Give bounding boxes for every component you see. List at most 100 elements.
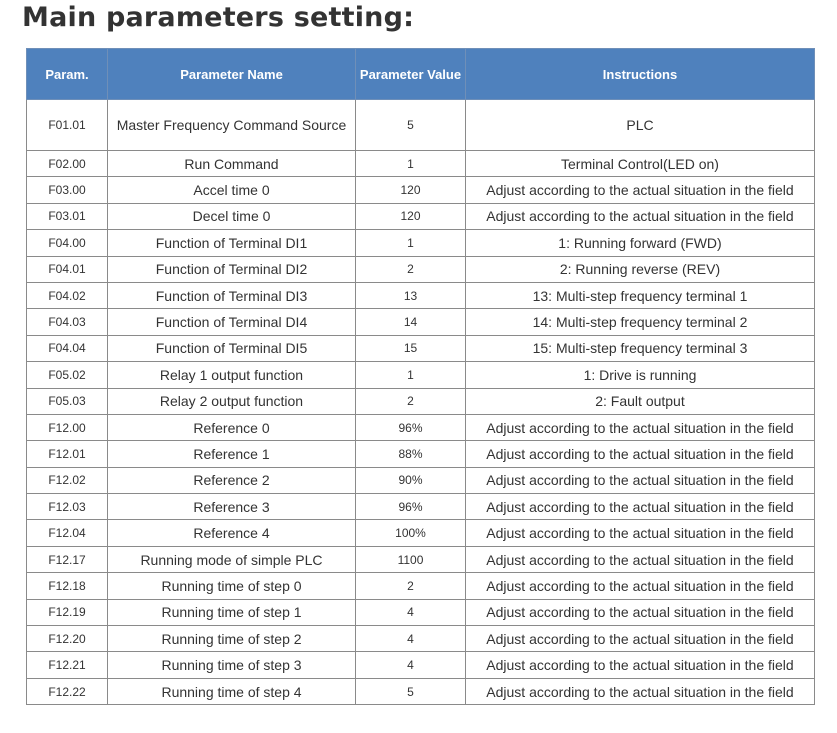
instruction-cell: 13: Multi-step frequency terminal 1 (465, 281, 815, 310)
param-code-cell: F03.00 (26, 176, 108, 204)
instruction-cell: Adjust according to the actual situation… (465, 677, 815, 706)
table-row: F12.17 Running mode of simple PLC 1100 Adju… (26, 545, 815, 574)
parameter-value-cell: 4 (355, 651, 466, 679)
parameter-value-cell: 120 (355, 176, 466, 204)
parameter-value-cell: 4 (355, 625, 466, 653)
param-code-cell: F02.00 (26, 149, 108, 178)
parameter-name-cell: Running time of step 1 (107, 598, 356, 627)
parameter-value-cell: 120 (355, 202, 466, 231)
parameter-name-cell: Running time of step 0 (107, 572, 356, 600)
instruction-cell: 1: Drive is running (465, 361, 815, 389)
param-code-cell: F12.03 (26, 493, 108, 521)
parameter-value-cell: 5 (355, 99, 466, 151)
param-code-cell: F12.21 (26, 651, 108, 679)
parameter-name-cell: Decel time 0 (107, 202, 356, 231)
parameter-value-cell: 90% (355, 466, 466, 495)
instruction-cell: Adjust according to the actual situation… (465, 493, 815, 521)
parameter-name-cell: Reference 2 (107, 466, 356, 495)
instruction-cell: Adjust according to the actual situation… (465, 440, 815, 468)
param-code-cell: F12.19 (26, 598, 108, 627)
instruction-cell: 2: Fault output (465, 387, 815, 415)
instruction-cell: PLC (465, 99, 815, 151)
parameter-name-cell: Reference 1 (107, 440, 356, 468)
table-row: F12.22 Running time of step 4 5 Adjust acco… (26, 677, 815, 706)
parameter-name-cell: Running mode of simple PLC (107, 545, 356, 574)
instruction-cell: 1: Running forward (FWD) (465, 229, 815, 257)
param-code-cell: F12.18 (26, 572, 108, 600)
instruction-cell: Adjust according to the actual situation… (465, 651, 815, 679)
param-code-cell: F05.03 (26, 387, 108, 415)
parameter-name-cell: Running time of step 2 (107, 625, 356, 653)
param-code-cell: F12.17 (26, 545, 108, 574)
param-code-cell: F12.22 (26, 677, 108, 706)
parameter-name-cell: Function of Terminal DI1 (107, 229, 356, 257)
parameter-value-cell: 96% (355, 493, 466, 521)
param-code-cell: F04.04 (26, 334, 108, 363)
param-code-cell: F12.20 (26, 625, 108, 653)
instruction-cell: Adjust according to the actual situation… (465, 625, 815, 653)
param-code-cell: F12.02 (26, 466, 108, 495)
instruction-cell: 2: Running reverse (REV) (465, 255, 815, 283)
parameter-name-cell: Reference 0 (107, 413, 356, 442)
parameter-value-cell: 100% (355, 519, 466, 547)
parameter-name-cell: Reference 3 (107, 493, 356, 521)
parameter-name-cell: Master Frequency Command Source (107, 99, 356, 151)
instruction-cell: Adjust according to the actual situation… (465, 598, 815, 627)
instruction-cell: Adjust according to the actual situation… (465, 413, 815, 442)
parameter-name-cell: Function of Terminal DI4 (107, 308, 356, 336)
table-row: F12.19 Running time of step 1 4 Adjust acco… (26, 598, 815, 627)
parameter-value-cell: 2 (355, 572, 466, 600)
param-code-cell: F12.00 (26, 413, 108, 442)
param-code-cell: F04.01 (26, 255, 108, 283)
parameter-value-cell: 1100 (355, 545, 466, 574)
parameter-value-cell: 15 (355, 334, 466, 363)
parameter-name-cell: Accel time 0 (107, 176, 356, 204)
parameter-value-cell: 13 (355, 281, 466, 310)
parameter-value-cell: 4 (355, 598, 466, 627)
param-code-cell: F12.04 (26, 519, 108, 547)
table-row: F12.18 Running time of step 0 2 Adjust acco… (26, 572, 815, 600)
param-code-cell: F01.01 (26, 99, 108, 151)
table-row: F04.02 Function of Terminal DI3 13 13: Mult… (26, 281, 815, 310)
parameter-value-cell: 1 (355, 361, 466, 389)
table-row: F03.01 Decel time 0 120 Adjust according to… (26, 202, 815, 231)
table-row: F04.00 Function of Terminal DI1 1 1: Runnin… (26, 229, 815, 257)
parameter-value-cell: 5 (355, 677, 466, 706)
table-row: F12.03 Reference 3 96% Adjust according to … (26, 493, 815, 521)
instruction-cell: Adjust according to the actual situation… (465, 545, 815, 574)
table-body: F01.01 Master Frequency Command Source 5 PL… (26, 99, 815, 706)
instruction-cell: Terminal Control(LED on) (465, 149, 815, 178)
header-instructions: Instructions (465, 48, 815, 100)
page-title: Main parameters setting: (22, 2, 415, 33)
param-code-cell: F12.01 (26, 440, 108, 468)
table-row: F12.21 Running time of step 3 4 Adjust acco… (26, 651, 815, 679)
table-row: F12.01 Reference 1 88% Adjust according to … (26, 440, 815, 468)
parameter-name-cell: Reference 4 (107, 519, 356, 547)
header-parameter-name: Parameter Name (107, 48, 356, 100)
instruction-cell: 15: Multi-step frequency terminal 3 (465, 334, 815, 363)
table-row: F05.02 Relay 1 output function 1 1: Drive i… (26, 361, 815, 389)
table-row: F12.00 Reference 0 96% Adjust according to … (26, 413, 815, 442)
parameter-name-cell: Relay 1 output function (107, 361, 356, 389)
parameter-name-cell: Run Command (107, 149, 356, 178)
parameter-value-cell: 1 (355, 149, 466, 178)
param-code-cell: F03.01 (26, 202, 108, 231)
parameter-name-cell: Running time of step 4 (107, 677, 356, 706)
instruction-cell: 14: Multi-step frequency terminal 2 (465, 308, 815, 336)
header-param: Param. (26, 48, 108, 100)
param-code-cell: F04.03 (26, 308, 108, 336)
parameter-value-cell: 1 (355, 229, 466, 257)
table-row: F02.00 Run Command 1 Terminal Control(LED o… (26, 149, 815, 178)
parameter-value-cell: 2 (355, 255, 466, 283)
instruction-cell: Adjust according to the actual situation… (465, 466, 815, 495)
parameter-name-cell: Function of Terminal DI2 (107, 255, 356, 283)
table-row: F04.04 Function of Terminal DI5 15 15: Mult… (26, 334, 815, 363)
parameter-name-cell: Function of Terminal DI5 (107, 334, 356, 363)
table-row: F12.02 Reference 2 90% Adjust according to … (26, 466, 815, 495)
instruction-cell: Adjust according to the actual situation… (465, 176, 815, 204)
parameter-value-cell: 88% (355, 440, 466, 468)
parameters-table: Param. Parameter Name Parameter Value In… (26, 48, 815, 706)
instruction-cell: Adjust according to the actual situation… (465, 202, 815, 231)
table-row: F05.03 Relay 2 output function 2 2: Fault o… (26, 387, 815, 415)
instruction-cell: Adjust according to the actual situation… (465, 519, 815, 547)
